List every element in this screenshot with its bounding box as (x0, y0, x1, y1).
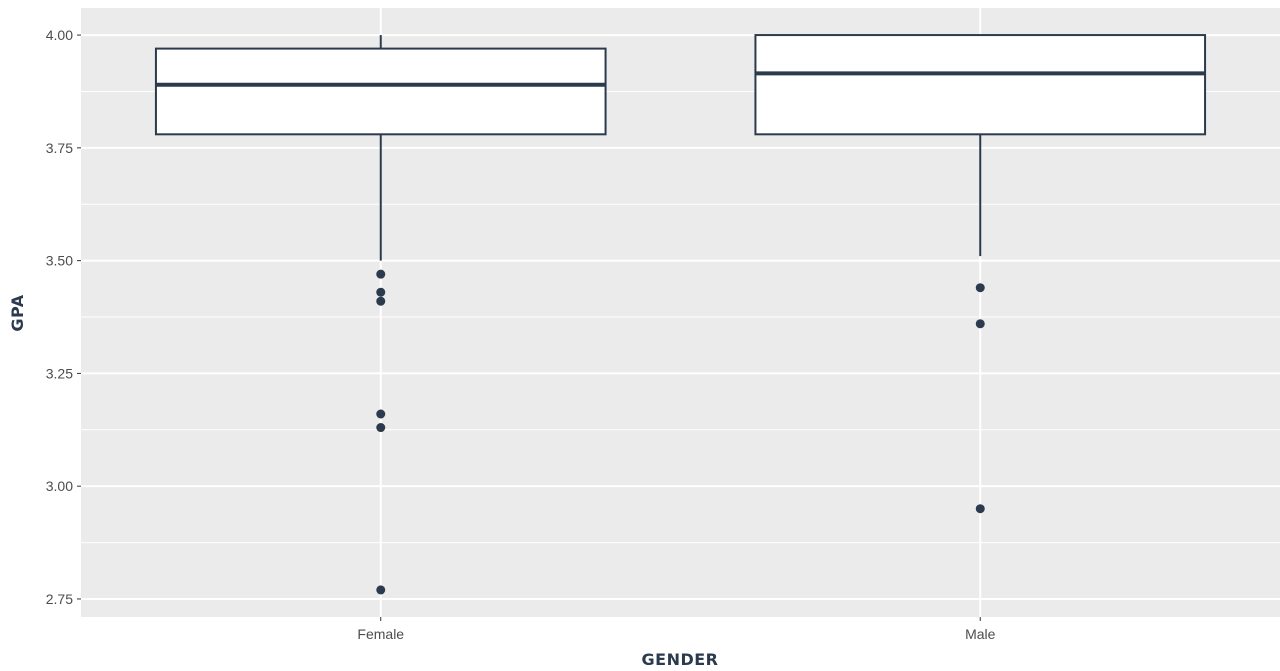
y-axis-ticks: 2.75 3.00 3.25 3.50 3.75 4.00 (46, 27, 81, 607)
outlier-point (976, 504, 985, 513)
outlier-point (376, 288, 385, 297)
y-tick-label: 3.00 (46, 478, 73, 494)
y-tick-label: 3.25 (46, 365, 73, 381)
outlier-point (976, 319, 985, 328)
box-iqr (156, 49, 606, 135)
outlier-point (976, 283, 985, 292)
y-tick-label: 2.75 (46, 591, 73, 607)
outlier-point (376, 423, 385, 432)
y-tick-label: 4.00 (46, 27, 73, 43)
y-tick-label: 3.50 (46, 253, 73, 269)
y-axis-title: GPA (8, 294, 27, 331)
y-tick-label: 3.75 (46, 140, 73, 156)
box-iqr (755, 35, 1205, 134)
outlier-point (376, 270, 385, 279)
x-axis-ticks: Female Male (357, 617, 995, 642)
x-axis-title: GENDER (642, 650, 719, 669)
x-tick-label: Male (965, 626, 996, 642)
outlier-point (376, 585, 385, 594)
x-tick-label: Female (357, 626, 404, 642)
outlier-point (376, 410, 385, 419)
outlier-point (376, 297, 385, 306)
